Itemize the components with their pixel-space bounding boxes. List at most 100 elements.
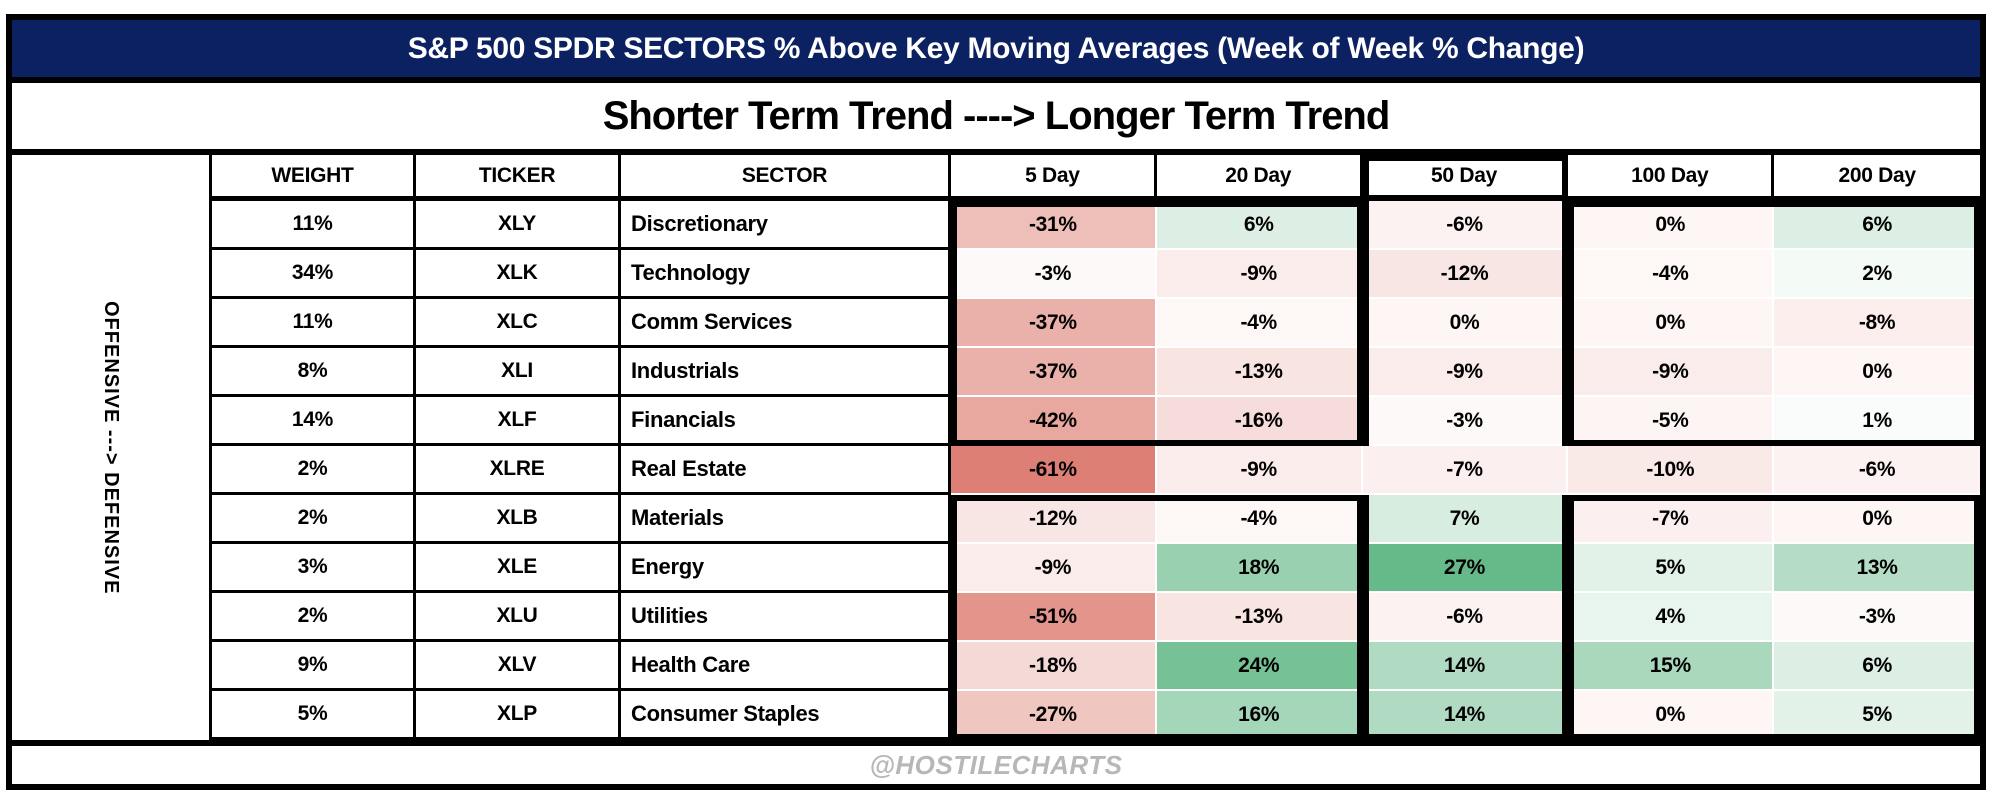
- cell-value-200-day: 13%: [1774, 544, 1980, 593]
- cell-ticker: XLK: [416, 250, 621, 299]
- cell-value-200-day: 5%: [1774, 691, 1980, 740]
- cell-ticker: XLP: [416, 691, 621, 740]
- cell-value-5-day: -9%: [951, 544, 1157, 593]
- cell-ticker: XLC: [416, 299, 621, 348]
- cell-weight: 2%: [212, 446, 416, 495]
- cell-value-20-day: 6%: [1156, 201, 1363, 250]
- cell-value-20-day: 18%: [1156, 544, 1363, 593]
- cell-value-5-day: -12%: [951, 495, 1157, 544]
- cell-ticker: XLRE: [416, 446, 621, 495]
- cell-ticker: XLU: [416, 593, 621, 642]
- cell-value-100-day: 5%: [1568, 544, 1775, 593]
- cell-weight: 2%: [212, 593, 416, 642]
- cell-value-5-day: -18%: [951, 642, 1157, 691]
- cell-sector: Utilities: [621, 593, 951, 642]
- cell-weight: 3%: [212, 544, 416, 593]
- cell-value-5-day: -27%: [951, 691, 1157, 740]
- cell-sector: Materials: [621, 495, 951, 544]
- cell-value-20-day: 16%: [1156, 691, 1363, 740]
- cell-sector: Technology: [621, 250, 951, 299]
- cell-sector: Real Estate: [621, 446, 951, 495]
- cell-value-50-day: 7%: [1362, 495, 1569, 544]
- cell-ticker: XLB: [416, 495, 621, 544]
- cell-weight: 9%: [212, 642, 416, 691]
- cell-value-100-day: -4%: [1568, 250, 1775, 299]
- col-header-200-day: 200 Day: [1774, 155, 1980, 201]
- cell-value-5-day: -31%: [951, 201, 1157, 250]
- cell-value-200-day: 0%: [1774, 495, 1980, 544]
- cell-value-100-day: -5%: [1568, 397, 1775, 446]
- cell-ticker: XLY: [416, 201, 621, 250]
- cell-value-100-day: 0%: [1568, 691, 1775, 740]
- cell-value-50-day: 14%: [1362, 691, 1569, 740]
- cell-value-50-day: -3%: [1362, 397, 1569, 446]
- col-header-ticker: TICKER: [416, 155, 621, 201]
- col-header-sector: SECTOR: [621, 155, 951, 201]
- cell-value-20-day: -9%: [1156, 446, 1363, 495]
- col-header-100-day: 100 Day: [1568, 155, 1775, 201]
- cell-value-20-day: -13%: [1156, 348, 1363, 397]
- cell-value-100-day: 15%: [1568, 642, 1775, 691]
- cell-sector: Financials: [621, 397, 951, 446]
- cell-value-20-day: -9%: [1156, 250, 1363, 299]
- cell-value-100-day: -10%: [1568, 446, 1775, 495]
- cell-value-200-day: -8%: [1774, 299, 1980, 348]
- cell-value-200-day: 2%: [1774, 250, 1980, 299]
- chart-subtitle: Shorter Term Trend ----> Longer Term Tre…: [12, 83, 1980, 155]
- cell-weight: 34%: [212, 250, 416, 299]
- cell-value-200-day: 0%: [1774, 348, 1980, 397]
- cell-value-20-day: 24%: [1156, 642, 1363, 691]
- col-header-weight: WEIGHT: [212, 155, 416, 201]
- cell-sector: Comm Services: [621, 299, 951, 348]
- footer-band: @HOSTILECHARTS: [12, 740, 1980, 784]
- cell-value-100-day: -7%: [1568, 495, 1775, 544]
- cell-value-5-day: -37%: [951, 348, 1157, 397]
- cell-value-50-day: -7%: [1362, 446, 1569, 495]
- cell-sector: Energy: [621, 544, 951, 593]
- cell-value-20-day: -4%: [1156, 495, 1363, 544]
- sector-table: OFFENSIVE ---> DEFENSIVE @HOSTILECHARTS …: [12, 155, 1980, 784]
- col-header-5-day: 5 Day: [951, 155, 1157, 201]
- cell-value-50-day: 0%: [1362, 299, 1569, 348]
- cell-value-200-day: 6%: [1774, 201, 1980, 250]
- cell-weight: 5%: [212, 691, 416, 740]
- cell-value-50-day: -6%: [1362, 201, 1569, 250]
- row-axis-label: OFFENSIVE ---> DEFENSIVE: [100, 300, 122, 595]
- cell-weight: 2%: [212, 495, 416, 544]
- cell-value-5-day: -37%: [951, 299, 1157, 348]
- cell-value-50-day: 27%: [1362, 544, 1569, 593]
- watermark-handle: @HOSTILECHARTS: [869, 749, 1123, 780]
- cell-value-100-day: 4%: [1568, 593, 1775, 642]
- row-axis-cell: OFFENSIVE ---> DEFENSIVE: [12, 155, 212, 740]
- cell-value-20-day: -13%: [1156, 593, 1363, 642]
- cell-sector: Consumer Staples: [621, 691, 951, 740]
- cell-value-200-day: 6%: [1774, 642, 1980, 691]
- cell-ticker: XLI: [416, 348, 621, 397]
- cell-ticker: XLV: [416, 642, 621, 691]
- cell-value-5-day: -61%: [951, 446, 1157, 495]
- cell-value-5-day: -42%: [951, 397, 1157, 446]
- cell-weight: 11%: [212, 299, 416, 348]
- cell-value-50-day: -6%: [1362, 593, 1569, 642]
- cell-value-200-day: -6%: [1774, 446, 1980, 495]
- cell-value-50-day: -9%: [1362, 348, 1569, 397]
- cell-value-50-day: -12%: [1362, 250, 1569, 299]
- cell-sector: Health Care: [621, 642, 951, 691]
- cell-value-100-day: -9%: [1568, 348, 1775, 397]
- cell-ticker: XLE: [416, 544, 621, 593]
- col-header-50-day: 50 Day: [1362, 155, 1569, 201]
- cell-value-100-day: 0%: [1568, 299, 1775, 348]
- cell-ticker: XLF: [416, 397, 621, 446]
- cell-value-100-day: 0%: [1568, 201, 1775, 250]
- cell-value-20-day: -4%: [1156, 299, 1363, 348]
- cell-value-200-day: 1%: [1774, 397, 1980, 446]
- cell-value-50-day: 14%: [1362, 642, 1569, 691]
- cell-value-5-day: -51%: [951, 593, 1157, 642]
- chart-title: S&P 500 SPDR SECTORS % Above Key Moving …: [12, 20, 1980, 83]
- cell-weight: 11%: [212, 201, 416, 250]
- cell-weight: 14%: [212, 397, 416, 446]
- cell-value-20-day: -16%: [1156, 397, 1363, 446]
- col-header-20-day: 20 Day: [1156, 155, 1363, 201]
- cell-sector: Discretionary: [621, 201, 951, 250]
- cell-weight: 8%: [212, 348, 416, 397]
